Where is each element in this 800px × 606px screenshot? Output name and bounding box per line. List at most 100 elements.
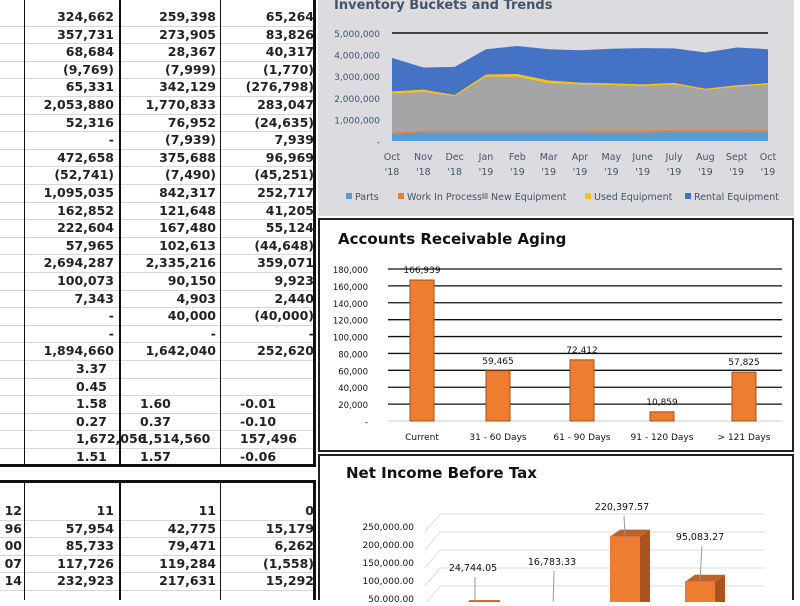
table-cell[interactable]: 96,969 xyxy=(265,149,314,165)
table-cell[interactable]: 2,694,287 xyxy=(43,255,114,271)
table-cell[interactable]: 40,000 xyxy=(167,308,216,324)
table-cell[interactable]: 162,852 xyxy=(57,202,114,218)
table-cell[interactable]: 65,331 xyxy=(65,79,114,95)
table-cell[interactable]: 283,047 xyxy=(257,97,314,112)
table-cell[interactable]: (276,798) xyxy=(245,79,314,95)
table-cell[interactable]: 1,095,035 xyxy=(43,185,114,200)
table-cell[interactable]: 1.57 xyxy=(140,449,171,464)
table-cell[interactable]: 0 xyxy=(305,503,314,518)
table-cell[interactable]: 167,480 xyxy=(159,220,216,236)
table-cell[interactable] xyxy=(122,360,234,377)
table-cell[interactable]: 2,053,880 xyxy=(43,97,114,112)
table-cell[interactable]: 07 xyxy=(4,555,22,571)
table-cell[interactable]: 7,939 xyxy=(274,132,314,148)
table-cell[interactable]: 57,954 xyxy=(65,520,114,536)
table-cell[interactable]: 342,129 xyxy=(159,79,216,95)
table-cell[interactable]: 2,440 xyxy=(274,290,314,306)
table-cell[interactable]: - xyxy=(108,325,114,341)
table-cell[interactable]: 14 xyxy=(4,573,22,589)
table-cell[interactable]: (52,741) xyxy=(54,167,114,183)
table-cell[interactable]: 1.60 xyxy=(140,396,171,412)
table-cell[interactable]: 15,179 xyxy=(265,520,314,536)
table-cell[interactable]: 1,894,660 xyxy=(43,343,114,359)
table-cell[interactable]: 1,672,056 xyxy=(76,431,147,447)
table-cell[interactable]: (44,648) xyxy=(254,237,314,253)
table-cell[interactable]: 90,150 xyxy=(167,273,216,288)
table-cell[interactable]: 83,826 xyxy=(265,26,314,42)
table-cell[interactable]: 1,514,560 xyxy=(140,431,211,447)
table-cell[interactable]: (7,490) xyxy=(165,167,216,183)
table-cell[interactable]: 6,262 xyxy=(274,538,314,554)
table-cell[interactable]: 65,264 xyxy=(265,9,314,24)
table-cell[interactable]: 85,733 xyxy=(65,538,114,554)
table-cell[interactable]: 0.37 xyxy=(140,413,171,429)
table-cell[interactable]: 11 xyxy=(198,503,216,518)
table-cell[interactable]: 1.51 xyxy=(76,449,107,464)
table-cell[interactable]: 15,292 xyxy=(265,573,314,589)
table-cell[interactable]: 232,923 xyxy=(57,573,114,589)
table-cell[interactable]: 9,923 xyxy=(274,273,314,288)
table-cell[interactable]: 842,317 xyxy=(159,185,216,200)
table-cell[interactable]: 100,073 xyxy=(57,273,114,288)
table-cell[interactable]: (45,251) xyxy=(254,167,314,183)
table-cell[interactable]: 12 xyxy=(4,503,22,518)
table-cell[interactable]: (1,770) xyxy=(263,61,314,77)
table-cell[interactable]: -0.01 xyxy=(240,396,277,412)
table-cell[interactable]: 0.27 xyxy=(76,413,107,429)
table-cell[interactable]: 1,770,833 xyxy=(145,97,216,112)
table-cell[interactable]: 252,717 xyxy=(257,185,314,200)
table-cell[interactable]: 222,604 xyxy=(57,220,114,236)
table-cell[interactable]: 96 xyxy=(4,520,22,536)
inventory-chart-panel[interactable]: Inventory Buckets and Trends - 1,000,000 2… xyxy=(318,0,794,216)
table-cell[interactable]: (9,769) xyxy=(63,61,114,77)
table-cell[interactable]: 11 xyxy=(96,503,114,518)
table-cell[interactable]: 121,648 xyxy=(159,202,216,218)
table-cell[interactable]: 357,731 xyxy=(57,26,114,42)
table-cell[interactable]: - xyxy=(108,308,114,324)
table-cell[interactable]: 273,905 xyxy=(159,26,216,42)
table-cell[interactable]: 0.45 xyxy=(76,378,107,394)
table-cell[interactable]: - xyxy=(108,132,114,148)
table-cell[interactable]: -0.06 xyxy=(240,449,277,464)
table-cell[interactable]: 119,284 xyxy=(159,555,216,571)
table-cell[interactable]: 157,496 xyxy=(240,431,297,447)
table-cell[interactable]: 217,631 xyxy=(159,573,216,589)
net-income-chart-panel[interactable]: Net Income Before Tax 50,000.00 100,000.0… xyxy=(318,454,794,606)
table-cell[interactable]: 76,952 xyxy=(167,114,216,130)
table-cell[interactable]: 52,316 xyxy=(65,114,114,130)
table-cell[interactable]: 324,662 xyxy=(57,9,114,24)
table-cell[interactable]: 57,965 xyxy=(65,237,114,253)
table-cell[interactable]: 1,642,040 xyxy=(145,343,216,359)
table-cell[interactable]: 102,613 xyxy=(159,237,216,253)
table-cell[interactable]: 359,071 xyxy=(257,255,314,271)
table-cell[interactable]: 40,317 xyxy=(265,44,314,60)
table-cell[interactable]: 55,124 xyxy=(265,220,314,236)
table-cell[interactable]: (40,000) xyxy=(254,308,314,324)
table-cell[interactable]: 3.37 xyxy=(76,361,107,376)
table-cell[interactable]: 00 xyxy=(4,538,22,554)
table-cell[interactable]: 472,658 xyxy=(57,149,114,165)
table-cell[interactable]: (24,635) xyxy=(254,114,314,130)
table-cell[interactable]: (7,999) xyxy=(165,61,216,77)
table-cell[interactable]: 7,343 xyxy=(74,290,114,306)
table-cell[interactable]: - xyxy=(308,325,314,341)
table-cell[interactable]: 2,335,216 xyxy=(145,255,216,271)
table-cell[interactable]: (7,939) xyxy=(165,132,216,148)
table-cell[interactable]: 79,471 xyxy=(167,538,216,554)
table-cell[interactable]: 117,726 xyxy=(57,555,114,571)
table-cell[interactable]: - xyxy=(210,325,216,341)
table-cell[interactable]: -0.10 xyxy=(240,413,277,429)
table-cell[interactable]: 1.58 xyxy=(76,396,107,412)
table-cell[interactable]: 68,684 xyxy=(65,44,114,60)
table-cell[interactable]: 375,688 xyxy=(159,149,216,165)
table-cell[interactable]: 28,367 xyxy=(167,44,216,60)
table-cell[interactable]: (1,558) xyxy=(263,555,314,571)
table-cell[interactable] xyxy=(122,378,234,395)
table-cell[interactable]: 4,903 xyxy=(176,290,216,306)
table-row: 1,095,035 842,317 252,717 xyxy=(0,184,316,203)
table-cell[interactable]: 41,205 xyxy=(265,202,314,218)
table-cell[interactable]: 259,398 xyxy=(159,9,216,24)
table-cell[interactable]: 42,775 xyxy=(167,520,216,536)
table-cell[interactable]: 252,620 xyxy=(257,343,314,359)
ar-aging-chart-panel[interactable]: Accounts Receivable Aging - 20,000 40,000 6… xyxy=(318,218,794,452)
